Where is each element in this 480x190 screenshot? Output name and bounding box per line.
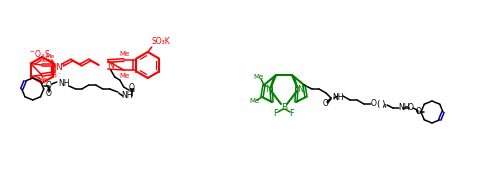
Text: +: + — [60, 62, 65, 66]
Text: Me: Me — [37, 77, 48, 83]
Text: NH: NH — [332, 93, 344, 102]
Text: O: O — [46, 82, 52, 90]
Text: =: = — [301, 83, 307, 89]
Text: N: N — [108, 60, 114, 70]
Text: NH: NH — [58, 79, 70, 89]
Text: N: N — [297, 86, 303, 94]
Text: N: N — [55, 63, 62, 73]
Text: O: O — [129, 82, 135, 92]
Text: Me: Me — [120, 73, 130, 79]
Text: Me: Me — [37, 57, 48, 63]
Text: Me: Me — [45, 55, 54, 59]
Text: $^-$O$_3$S: $^-$O$_3$S — [28, 48, 51, 61]
Text: O: O — [371, 100, 377, 108]
Text: =: = — [261, 83, 267, 89]
Text: NH: NH — [121, 92, 132, 101]
Text: 4: 4 — [383, 104, 387, 108]
Text: B: B — [281, 102, 287, 112]
Text: Me: Me — [250, 98, 260, 104]
Text: NH: NH — [398, 104, 410, 112]
Text: SO₃K: SO₃K — [151, 37, 170, 47]
Text: N: N — [265, 86, 271, 94]
Text: I: I — [55, 74, 57, 78]
Text: O: O — [46, 89, 52, 98]
Text: F: F — [274, 108, 278, 117]
Text: ): ) — [381, 100, 385, 108]
Text: Me: Me — [120, 51, 130, 57]
Text: Me: Me — [254, 74, 264, 80]
Text: (: ( — [376, 100, 380, 108]
Text: O: O — [408, 104, 414, 112]
Text: ⁻: ⁻ — [57, 74, 60, 78]
Text: F: F — [289, 108, 294, 117]
Text: O: O — [416, 108, 422, 116]
Text: O: O — [323, 98, 329, 108]
